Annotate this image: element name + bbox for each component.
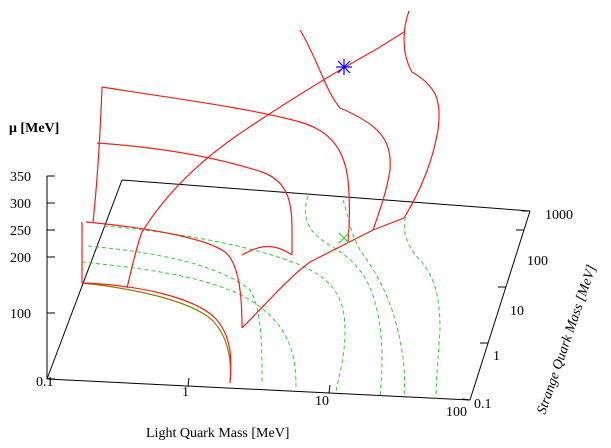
y-tick-label: 1000 <box>545 208 573 223</box>
z-tick-label: 300 <box>10 197 31 212</box>
x-tick-labels: 0.1 1 10 100 <box>36 375 467 420</box>
z-tick-label: 100 <box>10 307 31 322</box>
base-projection-line <box>81 282 232 384</box>
contour-line <box>305 195 383 397</box>
tick-marks <box>47 175 530 401</box>
z-axis-title: μ [MeV] <box>9 121 59 136</box>
contour-line <box>342 199 405 399</box>
x-tick-label: 100 <box>446 405 467 420</box>
transition-line <box>241 229 374 329</box>
z-tick-label: 250 <box>10 224 31 239</box>
transition-line <box>92 86 103 223</box>
y-tick-label: 1 <box>493 349 500 364</box>
transition-line <box>81 282 232 384</box>
critical-point-projection-marker <box>338 232 350 244</box>
y-tick-label: 0.1 <box>474 397 492 412</box>
transition-line <box>241 245 293 256</box>
transition-line <box>96 142 293 255</box>
z-tick-label: 350 <box>10 170 31 185</box>
y-tick-label: 10 <box>510 304 524 319</box>
transition-line <box>372 10 440 231</box>
transition-line <box>85 221 243 329</box>
transition-line <box>101 86 351 243</box>
base-plane <box>46 176 531 401</box>
x-axis-title: Light Quark Mass [MeV] <box>146 426 289 441</box>
y-tick-labels: 0.1 1 10 100 1000 <box>474 208 573 412</box>
z-tick-labels: 100 200 250 300 350 <box>10 170 31 322</box>
contour-line <box>403 204 441 400</box>
y-tick-label: 100 <box>527 254 548 269</box>
transition-surface <box>81 10 440 384</box>
x-tick-label: 0.1 <box>36 375 54 390</box>
base-left-edge <box>46 179 123 380</box>
critical-point-marker <box>336 59 352 75</box>
contour-lines <box>81 195 441 400</box>
transition-line <box>126 31 405 289</box>
contour-line <box>103 225 346 393</box>
base-back-edge <box>121 179 531 212</box>
base-front-edge <box>46 378 471 401</box>
transition-line <box>299 29 391 231</box>
y-axis-title: Strange Quark Mass [MeV] <box>535 263 600 416</box>
contour-line <box>87 245 263 386</box>
z-tick-label: 200 <box>10 251 31 266</box>
x-tick-label: 10 <box>315 394 329 409</box>
contour-line <box>81 261 297 388</box>
base-right-edge <box>469 210 531 401</box>
x-tick-label: 1 <box>182 385 189 400</box>
